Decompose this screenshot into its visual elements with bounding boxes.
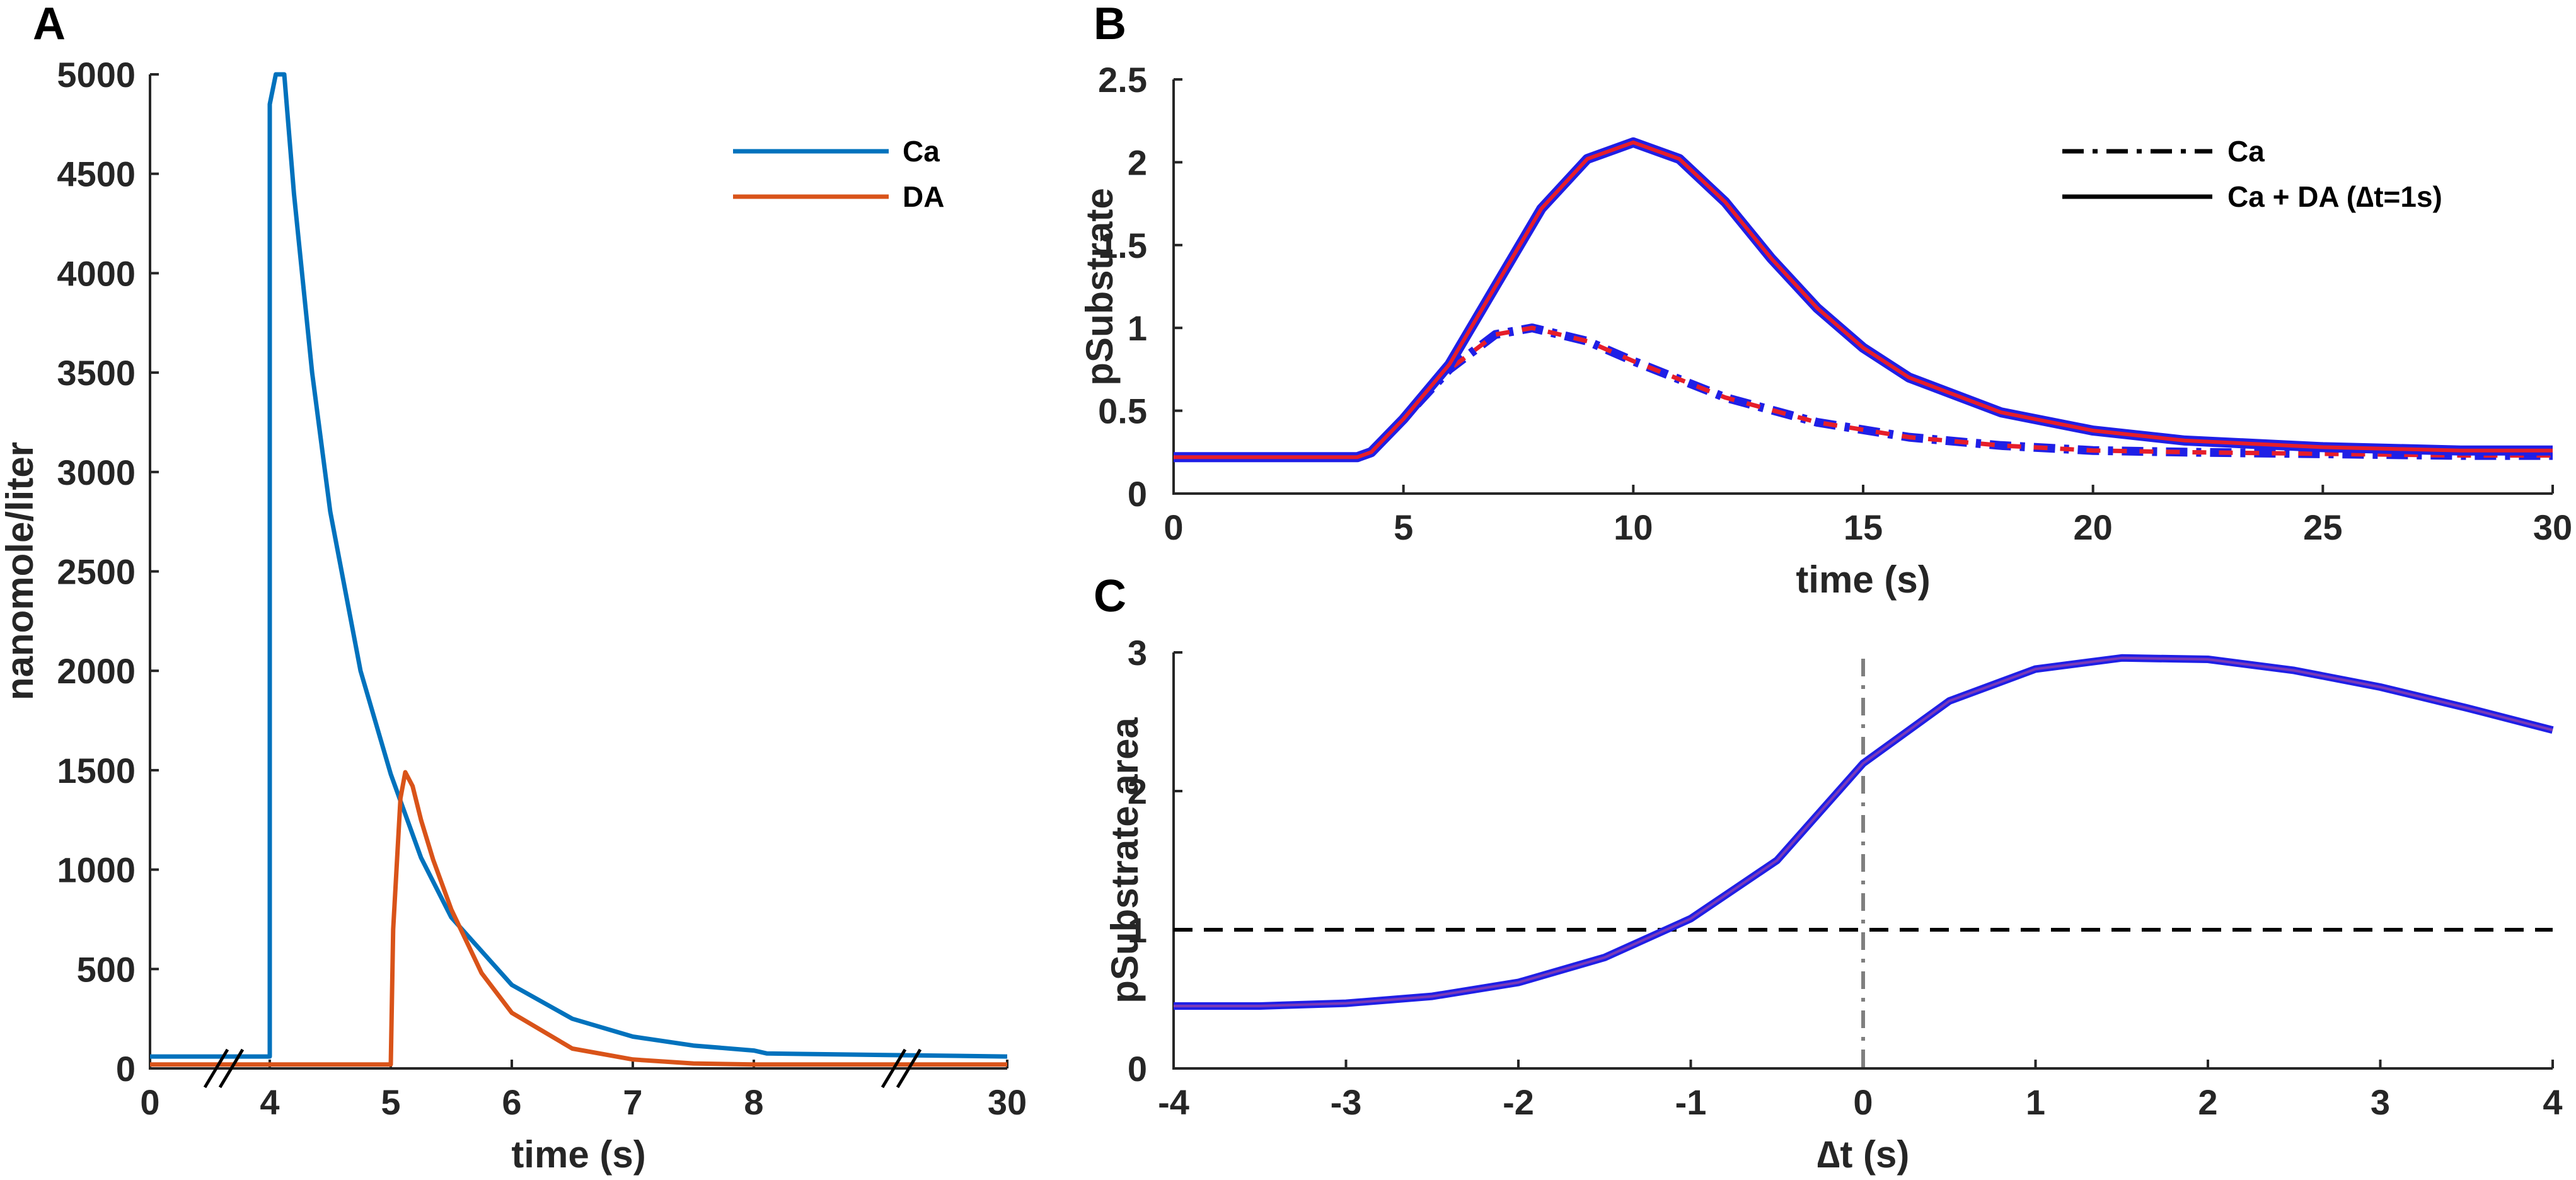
panel-a-axes xyxy=(149,74,1007,1070)
axis-break-stroke xyxy=(881,1048,907,1089)
panel-c-x-axis-label: ∆t (s) xyxy=(1817,1133,1910,1176)
panel-a: A 05001000150020002500300035004000450050… xyxy=(0,0,1027,1176)
y-tick-label: 500 xyxy=(77,949,136,989)
y-tick-label: 2 xyxy=(1128,142,1147,182)
panel-b-x-axis-label: time (s) xyxy=(1796,558,1930,601)
x-tick-label: 0 xyxy=(1164,507,1183,547)
panel-b-y-axis-label: pSubstrate xyxy=(1078,188,1121,385)
panel-b: B 0 0.5 1 1.5 2 2.5 0 5 10 15 20 25 30 Ca Ca + DA (∆… xyxy=(1078,0,2572,601)
y-tick-label: 0 xyxy=(116,1049,136,1089)
y-tick-label: 2500 xyxy=(57,552,136,592)
x-tick-label: 8 xyxy=(744,1082,763,1122)
x-tick-label: 6 xyxy=(502,1082,521,1122)
y-tick-label: 2 xyxy=(1128,772,1147,811)
y-tick-label: 4500 xyxy=(57,154,136,194)
y-tick-label: 3 xyxy=(1128,633,1147,673)
x-tick-label: 4 xyxy=(2543,1082,2562,1122)
series-line-red xyxy=(1174,140,2553,460)
x-tick-label: 1 xyxy=(2026,1082,2045,1122)
x-tick-label: 20 xyxy=(2074,507,2113,547)
y-tick-label: 1.5 xyxy=(1098,226,1147,265)
legend-label: DA xyxy=(903,180,944,213)
x-tick-label: 5 xyxy=(381,1082,400,1122)
legend-label: Ca + DA (∆t=1s) xyxy=(2227,180,2442,213)
x-tick-label: 0 xyxy=(140,1082,159,1122)
panel-a-y-axis-label: nanomole/liter xyxy=(0,442,41,700)
x-tick-label: 10 xyxy=(1614,507,1653,547)
y-tick-label: 1000 xyxy=(57,850,136,890)
x-tick-label: 2 xyxy=(2198,1082,2217,1122)
x-tick-label: 7 xyxy=(623,1082,642,1122)
x-tick-label: 5 xyxy=(1394,507,1413,547)
legend-label: Ca xyxy=(903,135,940,168)
y-tick-label: 4000 xyxy=(57,253,136,293)
x-tick-label: -1 xyxy=(1675,1082,1707,1122)
panel-a-letter: A xyxy=(33,0,66,49)
panel-c-letter: C xyxy=(1094,571,1126,622)
x-tick-label: -2 xyxy=(1503,1082,1534,1122)
axis-break-stroke xyxy=(896,1048,922,1089)
x-tick-label: -4 xyxy=(1158,1082,1189,1122)
series-line-ca xyxy=(150,72,1008,1059)
axis-break-stroke xyxy=(218,1048,245,1089)
x-tick-label: 30 xyxy=(2533,507,2572,547)
y-tick-label: 1 xyxy=(1128,910,1147,950)
y-tick-label: 1500 xyxy=(57,751,136,790)
x-tick-label: 30 xyxy=(988,1082,1027,1122)
x-tick-label: 0 xyxy=(1853,1082,1873,1122)
y-tick-label: 3500 xyxy=(57,353,136,393)
x-tick-label: -3 xyxy=(1331,1082,1362,1122)
y-tick-label: 2.5 xyxy=(1098,60,1147,100)
x-tick-label: 3 xyxy=(2371,1082,2390,1122)
y-tick-label: 3000 xyxy=(57,453,136,492)
series-line-da xyxy=(150,770,1007,1067)
y-tick-label: 1 xyxy=(1128,308,1147,348)
x-tick-label: 25 xyxy=(2303,507,2342,547)
panel-c-y-axis-label: pSubstrate area xyxy=(1104,717,1146,1004)
panel-c: C 0 1 2 3 -4 -3 -2 -1 0 1 2 3 4 ∆t (s) pSubstrate a… xyxy=(1094,571,2563,1176)
y-tick-label: 5000 xyxy=(57,55,136,95)
panel-a-x-axis-label: time (s) xyxy=(511,1133,645,1176)
series-line-red xyxy=(1174,325,2553,460)
series-line-overlay xyxy=(1174,656,2553,1007)
y-tick-label: 0.5 xyxy=(1098,391,1147,431)
panel-b-letter: B xyxy=(1094,0,1126,49)
axis-break-stroke xyxy=(203,1048,229,1089)
x-tick-label: 15 xyxy=(1844,507,1883,547)
panel-a-legend: Ca DA xyxy=(733,135,944,213)
axis-break-marks xyxy=(203,1048,922,1089)
legend-label: Ca xyxy=(2227,135,2265,168)
panel-b-legend: Ca Ca + DA (∆t=1s) xyxy=(2062,135,2442,213)
y-tick-label: 2000 xyxy=(57,651,136,691)
x-tick-label: 4 xyxy=(260,1082,279,1122)
y-tick-label: 0 xyxy=(1128,474,1147,514)
y-tick-label: 0 xyxy=(1128,1049,1147,1089)
